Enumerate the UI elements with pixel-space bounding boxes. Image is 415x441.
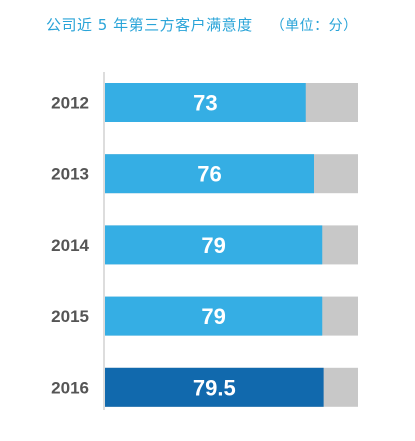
bar-2012 bbox=[105, 83, 306, 122]
bar-2015 bbox=[105, 296, 323, 336]
value-label-2012: 73 bbox=[193, 91, 217, 116]
category-label-2012: 2012 bbox=[51, 94, 89, 113]
bar-2014 bbox=[105, 225, 323, 265]
bar-2016 bbox=[105, 367, 324, 407]
chart-unit-label: （单位：分） bbox=[270, 18, 358, 34]
bars-group: 73 2012 76 2013 79 2014 79 2015 79.5 2016 bbox=[51, 83, 358, 407]
category-label-2016: 2016 bbox=[51, 378, 89, 397]
value-label-2014: 79 bbox=[201, 233, 225, 258]
chart-title: 公司近 5 年第三方客户满意度 （单位：分） bbox=[46, 14, 358, 35]
value-label-2013: 76 bbox=[197, 162, 221, 187]
category-label-2015: 2015 bbox=[51, 307, 89, 326]
chart-title-text: 公司近 5 年第三方客户满意度 bbox=[46, 16, 253, 34]
value-label-2016: 79.5 bbox=[193, 375, 236, 400]
category-label-2014: 2014 bbox=[51, 236, 89, 255]
bar-2013 bbox=[105, 154, 314, 194]
value-label-2015: 79 bbox=[201, 304, 225, 329]
category-label-2013: 2013 bbox=[51, 165, 89, 184]
